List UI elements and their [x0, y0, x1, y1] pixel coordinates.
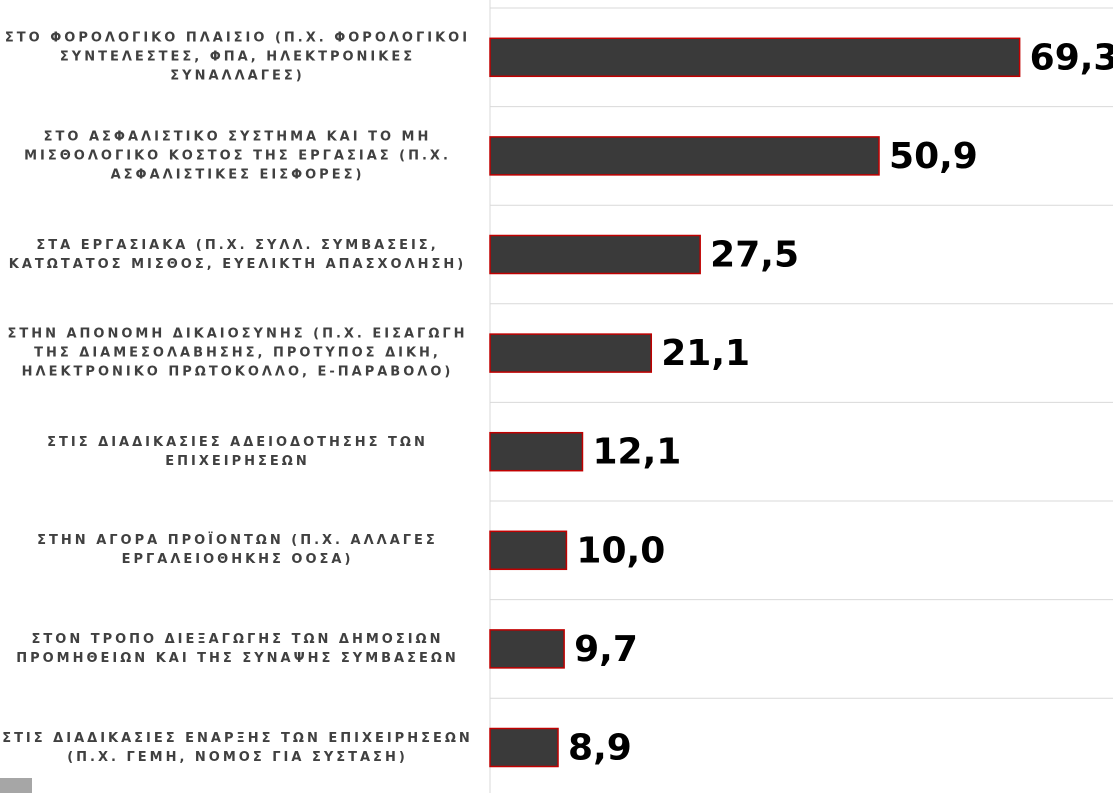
category-label: ΣΤΗΝ ΑΠΟΝΟΜΗ ΔΙΚΑΙΟΣΥΝΗΣ (Π.Χ. ΕΙΣΑΓΩΓΗ …: [7, 326, 468, 380]
value-label: 9,7: [574, 629, 638, 670]
bar: [489, 333, 653, 373]
category-label: ΣΤΟΝ ΤΡΟΠΟ ΔΙΕΞΑΓΩΓΗΣ ΤΩΝ ΔΗΜΟΣΙΩΝ ΠΡΟΜΗ…: [16, 631, 459, 666]
bar: [489, 431, 584, 472]
corner-decoration: [0, 778, 32, 793]
bar: [489, 136, 880, 176]
category-label: ΣΤΑ ΕΡΓΑΣΙΑΚΑ (Π.Χ. ΣΥΛΛ. ΣΥΜΒΑΣΕΙΣ, ΚΑΤ…: [8, 237, 467, 272]
value-label: 50,9: [889, 136, 978, 177]
category-label: ΣΤΙΣ ΔΙΑΔΙΚΑΣΙΕΣ ΕΝΑΡΞΗΣ ΤΩΝ ΕΠΙΧΕΙΡΗΣΕΩ…: [2, 730, 473, 765]
category-label: ΣΤΗΝ ΑΓΟΡΑ ΠΡΟΪΟΝΤΩΝ (Π.Χ. ΑΛΛΑΓΕΣ ΕΡΓΑΛ…: [37, 533, 438, 568]
bar: [489, 629, 565, 669]
bar: [489, 37, 1021, 78]
bar: [489, 727, 559, 768]
value-label: 12,1: [592, 432, 681, 473]
bar: [489, 234, 701, 275]
bar: [489, 530, 568, 571]
value-label: 69,3: [1030, 37, 1113, 78]
value-label: 8,9: [568, 728, 632, 769]
value-label: 10,0: [576, 530, 665, 571]
category-label: ΣΤΙΣ ΔΙΑΔΙΚΑΣΙΕΣ ΑΔΕΙΟΔΟΤΗΣΗΣ ΤΩΝ ΕΠΙΧΕΙ…: [47, 434, 428, 469]
category-label: ΣΤΟ ΑΣΦΑΛΙΣΤΙΚΟ ΣΥΣΤΗΜΑ ΚΑΙ ΤΟ ΜΗ ΜΙΣΘΟΛ…: [24, 129, 451, 183]
value-label: 21,1: [661, 333, 750, 374]
category-label: ΣΤΟ ΦΟΡΟΛΟΓΙΚΟ ΠΛΑΙΣΙΟ (Π.Χ. ΦΟΡΟΛΟΓΙΚΟΙ…: [4, 30, 471, 84]
value-label: 27,5: [710, 235, 799, 276]
